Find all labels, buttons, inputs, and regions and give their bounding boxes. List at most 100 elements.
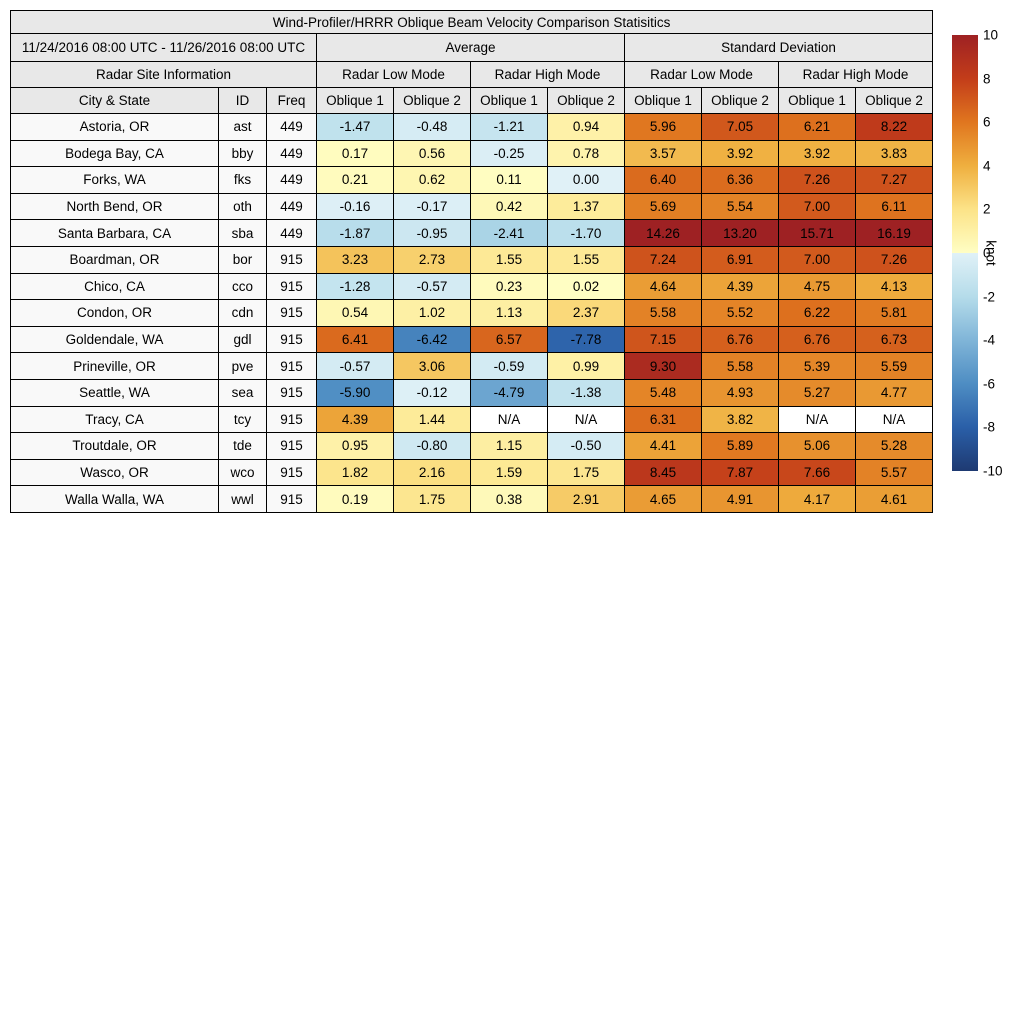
value-cell: -0.50 [547,432,625,460]
value-cell: 3.92 [701,139,779,168]
value-cell: 5.39 [778,352,856,380]
value-cell: 5.06 [778,432,856,460]
site-id-cell: ast [218,113,267,141]
colorbar-tick-label: 6 [983,114,991,130]
value-cell: -0.57 [393,272,471,301]
value-cell: -0.80 [393,432,471,460]
value-cell: -0.16 [316,192,394,221]
freq-header: Freq [266,87,317,114]
value-cell: 0.19 [316,485,394,513]
value-cell: 3.06 [393,352,471,380]
value-cell: 6.22 [778,299,856,327]
value-cell: 6.40 [624,166,702,194]
value-cell: -1.38 [547,378,625,407]
colorbar-gradient [952,35,978,471]
freq-cell: 915 [266,405,317,434]
value-cell: 6.21 [778,113,856,141]
site-id-cell: cco [218,272,267,301]
average-group-header: Average [316,33,625,62]
value-cell: 6.76 [701,325,779,354]
value-cell: 0.42 [470,192,548,221]
value-cell: 3.23 [316,245,394,274]
title-row: Wind-Profiler/HRRR Oblique Beam Velocity… [9,10,934,34]
std-low-mode-header: Radar Low Mode [624,61,779,88]
value-cell: 2.73 [393,245,471,274]
value-cell: 4.39 [316,405,394,434]
site-id-cell: gdl [218,325,267,354]
value-cell: 6.11 [854,192,934,221]
value-cell: -0.57 [316,352,394,380]
value-cell: 5.81 [854,299,934,327]
avg-low-mode-header: Radar Low Mode [316,61,471,88]
freq-cell: 915 [266,245,317,274]
site-id-cell: oth [218,192,267,221]
value-cell: 9.30 [624,352,702,380]
table-title: Wind-Profiler/HRRR Oblique Beam Velocity… [9,10,934,34]
value-cell: 0.17 [316,139,394,168]
table-row: Wasco, OR wco 915 1.82 2.16 1.59 1.75 8.45 7.87 7… [10,458,934,487]
freq-cell: 915 [266,378,317,407]
table-row: North Bend, OR oth 449 -0.16 -0.17 0.42 1.37 5.… [10,192,934,221]
value-cell: 1.44 [393,405,471,434]
value-cell: 7.00 [778,192,856,221]
city-cell: Seattle, WA [10,378,219,407]
freq-cell: 449 [266,139,317,168]
site-id-cell: sba [218,219,267,247]
id-header: ID [218,87,267,114]
value-cell: 0.54 [316,299,394,327]
city-cell: Astoria, OR [10,113,219,141]
value-cell: 5.27 [778,378,856,407]
value-cell: 7.24 [624,245,702,274]
city-cell: Forks, WA [10,166,219,194]
value-cell: 8.45 [624,458,702,487]
colorbar-tick-label: -6 [983,376,996,392]
value-cell: 7.26 [854,245,934,274]
value-cell: 7.00 [778,245,856,274]
value-cell: 4.65 [624,485,702,513]
site-id-cell: tcy [218,405,267,434]
site-id-cell: tde [218,432,267,460]
value-cell: 1.15 [470,432,548,460]
value-cell: -6.42 [393,325,471,354]
colorbar-tick-label: 2 [983,201,991,217]
site-id-cell: wwl [218,485,267,513]
site-id-cell: cdn [218,299,267,327]
table-row: Prineville, OR pve 915 -0.57 3.06 -0.59 0.99 9.… [10,352,934,380]
value-cell: 4.39 [701,272,779,301]
colorbar-tick-label: -4 [983,332,996,348]
value-cell: 1.82 [316,458,394,487]
colorbar: 10 8 6 4 2 0 -2 -4 -6 -8 -10 knot [952,28,1024,477]
value-cell: 4.41 [624,432,702,460]
city-cell: Boardman, OR [10,245,219,274]
oblique2-header: Oblique 2 [393,87,471,114]
value-cell: -0.48 [393,113,471,141]
value-cell: 5.58 [701,352,779,380]
table-row: Chico, CA cco 915 -1.28 -0.57 0.23 0.02 4.64 4.3… [10,272,934,301]
table-row: Goldendale, WA gdl 915 6.41 -6.42 6.57 -7.78 7.… [10,325,934,354]
table-row: Forks, WA fks 449 0.21 0.62 0.11 0.00 6.40 6.36 7… [10,166,934,194]
city-cell: Walla Walla, WA [10,485,219,513]
site-id-cell: sea [218,378,267,407]
value-cell: 7.26 [778,166,856,194]
value-cell: 7.27 [854,166,934,194]
value-cell: 1.55 [470,245,548,274]
value-cell: 4.61 [854,485,934,513]
oblique1-header: Oblique 1 [470,87,548,114]
table-row: Tracy, CA tcy 915 4.39 1.44 N/A N/A 6.31 3.82 N/A… [10,405,934,434]
value-cell: 6.73 [854,325,934,354]
value-cell: 1.37 [547,192,625,221]
value-cell: 0.00 [547,166,625,194]
value-cell: -1.21 [470,113,548,141]
value-cell: 5.57 [854,458,934,487]
value-cell: 5.48 [624,378,702,407]
site-id-cell: fks [218,166,267,194]
value-cell: 5.28 [854,432,934,460]
value-cell: 2.91 [547,485,625,513]
table-row: Santa Barbara, CA sba 449 -1.87 -0.95 -2.41 -1… [10,219,934,247]
table-row: Condon, OR cdn 915 0.54 1.02 1.13 2.37 5.58 5.52… [10,299,934,327]
value-cell: 6.76 [778,325,856,354]
oblique2-header: Oblique 2 [854,87,934,114]
value-cell: -0.17 [393,192,471,221]
column-header-row: City & State ID Freq Oblique 1 Oblique 2… [10,87,934,114]
value-cell: 0.21 [316,166,394,194]
